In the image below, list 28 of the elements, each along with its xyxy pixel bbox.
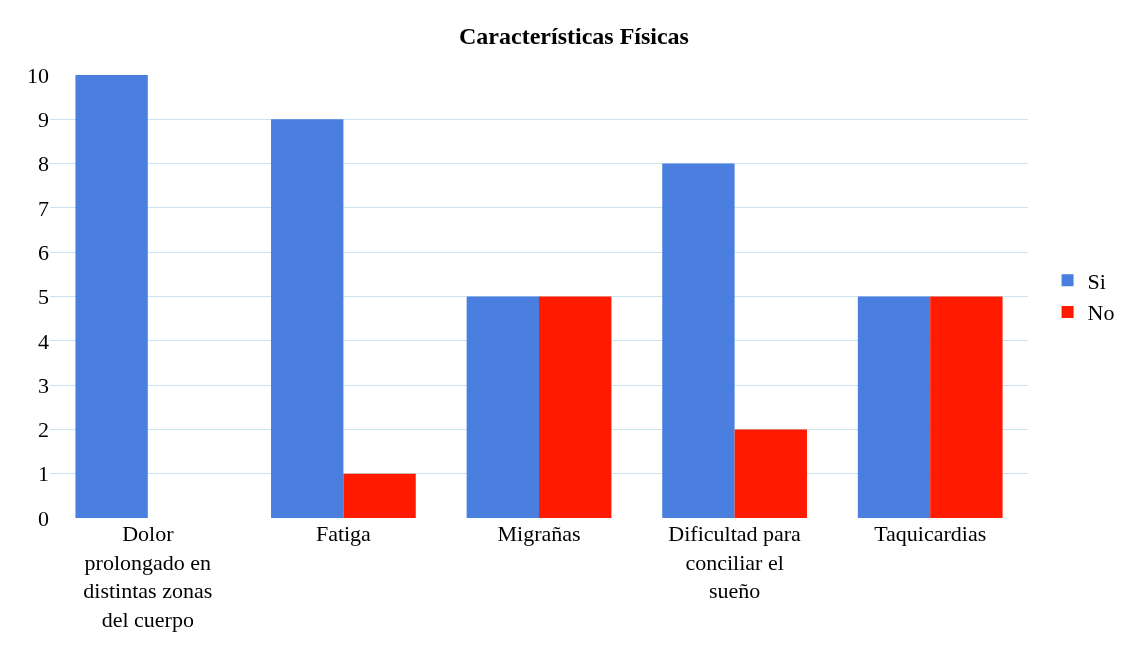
y-tick-label: 3 bbox=[38, 372, 49, 398]
x-tick-label: Fatiga bbox=[315, 521, 372, 546]
y-tick-label: 5 bbox=[38, 284, 49, 310]
legend-label: No bbox=[1087, 300, 1115, 326]
y-tick-label: 9 bbox=[38, 107, 49, 132]
y-tick-label: 1 bbox=[38, 461, 49, 487]
bar bbox=[466, 296, 539, 518]
y-tick-label: 10 bbox=[27, 62, 49, 88]
bar bbox=[271, 119, 344, 518]
bar bbox=[539, 296, 612, 518]
y-tick-label: 6 bbox=[38, 239, 49, 265]
y-tick-label: 8 bbox=[38, 151, 49, 177]
bar bbox=[857, 296, 931, 518]
bar bbox=[662, 163, 735, 518]
x-tick-label: Migrañas bbox=[497, 521, 581, 546]
bar bbox=[930, 296, 1003, 518]
y-tick-label: 7 bbox=[38, 195, 49, 221]
bar bbox=[75, 75, 148, 518]
bar bbox=[734, 429, 807, 518]
y-tick-label: 4 bbox=[38, 328, 49, 354]
x-tick-label: Dolor prolongado en distintas zonas del cuerpo bbox=[83, 521, 213, 632]
x-tick-label: Taquicardias bbox=[874, 521, 987, 546]
y-tick-label: 2 bbox=[38, 417, 49, 443]
chart-title: Características Físicas bbox=[459, 22, 689, 49]
bar bbox=[343, 473, 416, 518]
x-tick-label: Dificultad para conciliar el sueño bbox=[668, 521, 802, 604]
y-tick-label: 0 bbox=[38, 505, 49, 531]
legend-label: Si bbox=[1087, 268, 1106, 294]
